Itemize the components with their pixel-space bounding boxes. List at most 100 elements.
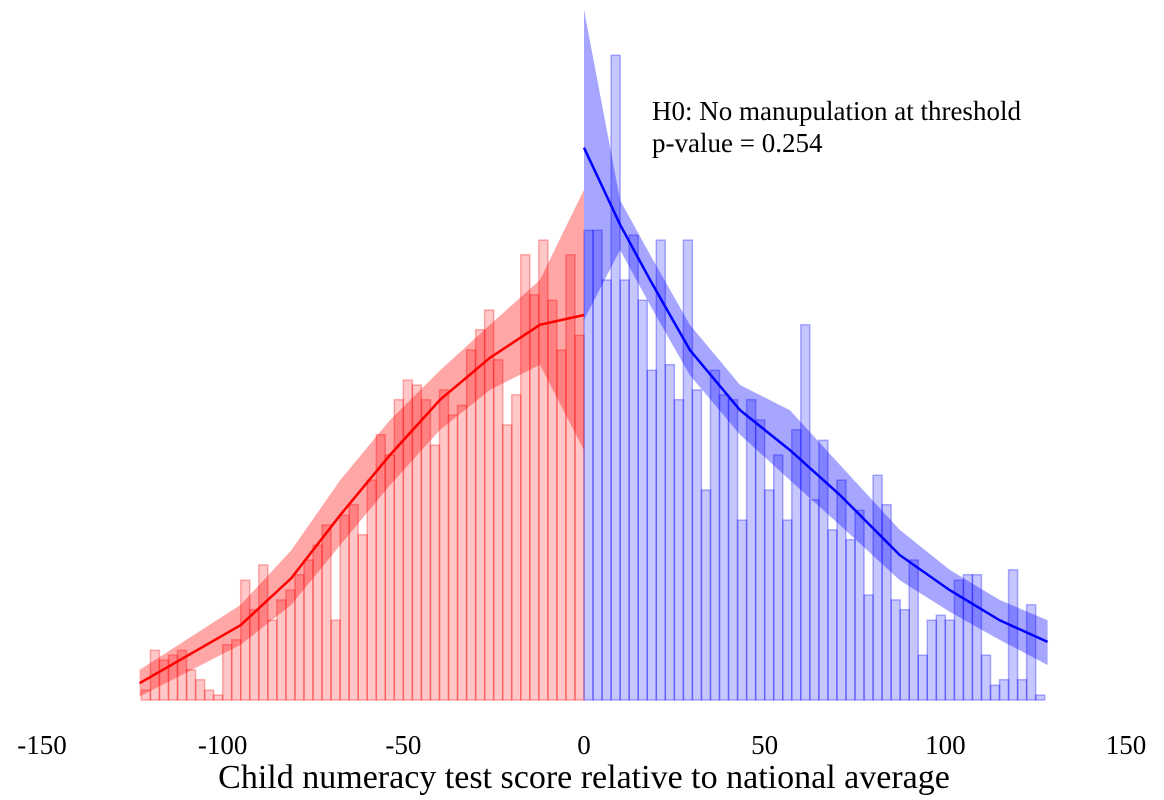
bar <box>727 398 739 701</box>
bar <box>709 369 721 701</box>
bar <box>357 534 368 701</box>
bar <box>212 694 224 701</box>
bar <box>483 309 495 701</box>
bar <box>926 619 938 701</box>
bar <box>827 529 838 701</box>
bar <box>781 519 793 701</box>
bar <box>556 349 567 701</box>
bar <box>610 54 621 701</box>
bar <box>619 279 630 701</box>
bar <box>800 324 811 701</box>
bar <box>456 404 468 701</box>
bar <box>393 398 405 701</box>
bar <box>971 573 983 701</box>
bar <box>384 454 396 701</box>
bar <box>772 454 784 701</box>
bar <box>510 394 522 701</box>
bar <box>574 334 585 701</box>
bar <box>501 424 513 701</box>
bar <box>863 594 874 701</box>
bar <box>809 499 820 701</box>
bar <box>167 654 179 701</box>
bar <box>736 519 748 701</box>
x-tick-label: 150 <box>1106 730 1147 760</box>
bar <box>881 503 892 701</box>
bar <box>655 239 667 701</box>
bar <box>628 234 639 701</box>
bar <box>239 579 251 701</box>
bar <box>953 579 965 701</box>
bar <box>646 369 658 701</box>
bar <box>411 384 423 701</box>
bar <box>185 669 197 701</box>
density-line <box>138 313 585 685</box>
bar <box>944 619 956 701</box>
bar <box>791 429 802 701</box>
bar <box>754 419 766 701</box>
bar <box>249 608 260 701</box>
x-tick-label: 100 <box>925 730 966 760</box>
bar <box>140 689 152 701</box>
bar <box>176 649 188 701</box>
confidence-band <box>139 189 584 697</box>
bar <box>547 299 558 701</box>
bar <box>989 684 1001 701</box>
bar <box>465 349 477 701</box>
bar <box>763 489 775 701</box>
bar <box>492 359 504 701</box>
bar <box>375 433 387 701</box>
bar <box>854 509 865 701</box>
bar <box>935 614 947 701</box>
bar <box>890 599 901 701</box>
bar <box>520 254 531 701</box>
bar <box>474 328 486 701</box>
bar <box>285 589 296 701</box>
bar <box>682 239 694 701</box>
bar <box>917 654 929 701</box>
bar <box>908 559 919 701</box>
bar <box>203 689 215 701</box>
bar <box>980 654 992 701</box>
bar <box>1007 569 1019 701</box>
bar <box>420 398 432 701</box>
bar <box>366 479 377 701</box>
bar <box>565 254 576 701</box>
annotation: H0: No manupulation at threshold <box>652 96 1021 126</box>
bar <box>700 489 712 701</box>
bar <box>221 643 233 701</box>
bar <box>402 379 414 701</box>
bar <box>348 503 359 701</box>
bar <box>529 293 540 701</box>
bar <box>691 389 703 701</box>
x-tick-label: 50 <box>751 730 778 760</box>
bar <box>538 239 549 701</box>
bar <box>836 479 847 701</box>
bar <box>1034 694 1046 701</box>
bar <box>1016 678 1028 701</box>
bar <box>158 659 170 701</box>
bar <box>673 398 685 701</box>
bar <box>637 299 648 701</box>
bar <box>276 599 287 701</box>
bar <box>294 573 305 701</box>
x-tick-label: -50 <box>385 730 421 760</box>
bar <box>330 619 341 701</box>
annotation: p-value = 0.254 <box>652 128 823 158</box>
bar <box>321 524 332 701</box>
bar <box>962 573 974 701</box>
x-tick-label: -150 <box>17 730 67 760</box>
bar <box>303 559 314 701</box>
x-tick-label: -100 <box>198 730 248 760</box>
bar <box>664 363 676 701</box>
bar <box>899 608 910 701</box>
bar <box>258 564 269 701</box>
bar <box>818 439 829 701</box>
bar <box>194 678 206 701</box>
bar <box>447 414 459 701</box>
bar <box>230 639 242 701</box>
bar <box>718 394 730 701</box>
bar <box>592 229 603 701</box>
bar <box>601 279 612 701</box>
bar <box>583 229 594 701</box>
